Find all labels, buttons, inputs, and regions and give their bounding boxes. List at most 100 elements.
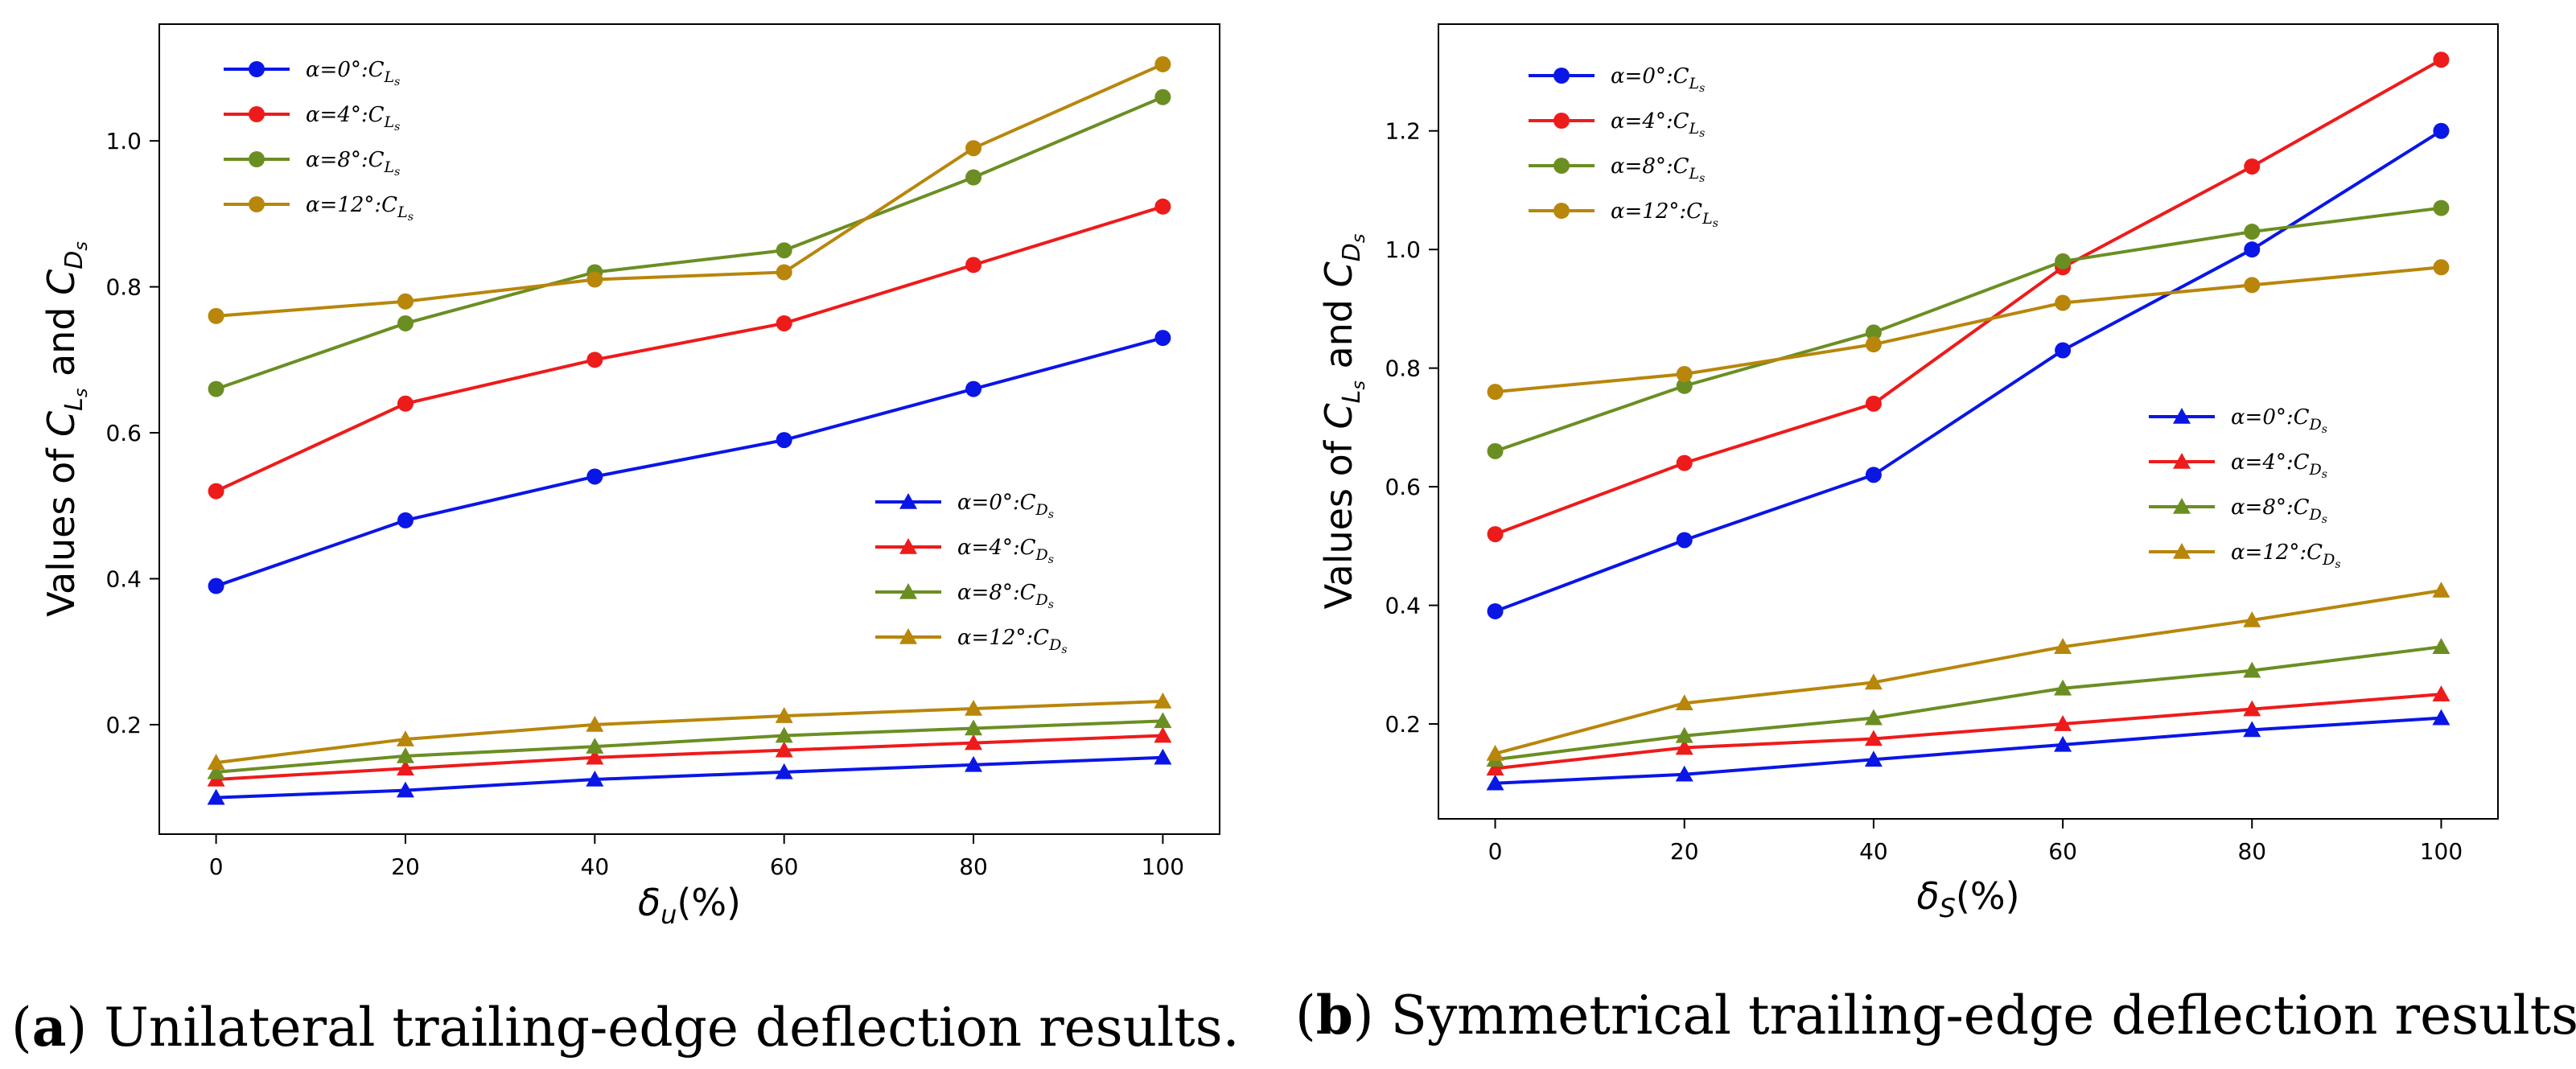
data-point [396, 746, 414, 763]
legend-label: α=8°:CLs [306, 148, 400, 179]
data-point [775, 726, 793, 743]
data-point [586, 715, 604, 732]
data-point [586, 468, 603, 485]
legend-label: α=12°:CLs [1611, 199, 1718, 230]
x-tick-label: 60 [770, 853, 799, 880]
data-point [2432, 582, 2450, 598]
x-tick-label: 0 [209, 853, 224, 880]
series-line [215, 336, 1163, 588]
series-cd-6 [1486, 638, 2450, 767]
data-point [1676, 454, 1693, 471]
data-point [208, 380, 224, 397]
series-line [216, 719, 1163, 774]
data-point [776, 264, 792, 281]
data-point [396, 730, 414, 746]
data-point [2054, 679, 2072, 696]
legend-entry: α=0°:CDs [875, 491, 1054, 521]
data-point [1154, 726, 1172, 743]
x-tick-label: 20 [391, 853, 420, 880]
series-cl-1 [1487, 51, 2450, 543]
series-line [216, 734, 1163, 781]
legend-entry: α=0°:CLs [1529, 64, 1705, 95]
data-point [1486, 744, 1504, 761]
legend-marker [899, 583, 917, 599]
data-point [2054, 735, 2072, 752]
data-point [1487, 384, 1504, 401]
plot-frame [158, 23, 1220, 835]
data-point [965, 719, 983, 736]
x-tick-label: 60 [2048, 838, 2077, 865]
data-point [2055, 342, 2072, 359]
legend-marker [1553, 68, 1570, 84]
series-line [216, 755, 1163, 800]
data-point [1864, 730, 1883, 746]
data-point [1864, 750, 1883, 767]
data-point [2433, 259, 2450, 276]
data-point [776, 242, 792, 259]
legend-marker [899, 538, 917, 554]
x-tick-label: 100 [1142, 853, 1184, 880]
data-point [397, 315, 414, 331]
legend-entry: α=8°:CDs [875, 581, 1054, 611]
y-tick-label: 1.0 [1385, 236, 1421, 263]
legend-label: α=12°:CDs [957, 626, 1068, 656]
legend-entry: α=0°:CDs [2149, 405, 2327, 436]
data-point [586, 271, 603, 288]
legend-entry: α=12°:CLs [1529, 199, 1718, 230]
plot-frame [1438, 23, 2499, 820]
legend-entry: α=12°:CDs [2149, 541, 2341, 571]
data-point [965, 755, 983, 772]
data-point [1487, 442, 1504, 459]
x-axis-label: δS(%) [1916, 874, 2019, 923]
y-axis-label: Values of CLs and CDs [39, 241, 92, 617]
data-point [2432, 638, 2450, 654]
legend-label: α=8°:CDs [957, 581, 1054, 611]
legend-entry: α=4°:CLs [1529, 109, 1705, 140]
data-point [2433, 199, 2450, 216]
data-point [1675, 765, 1693, 782]
data-point [965, 380, 982, 397]
series-cd-5 [1486, 685, 2450, 776]
legend-entry: α=12°:CLs [224, 193, 414, 224]
legend-entry: α=8°:CLs [224, 148, 400, 179]
legend-label: α=12°:CDs [2231, 541, 2341, 571]
data-point [1486, 774, 1504, 791]
legend-label: α=8°:CLs [1611, 154, 1705, 185]
data-point [776, 315, 792, 331]
x-axis-label: δu(%) [638, 881, 741, 930]
data-point [586, 770, 604, 787]
data-point [1865, 336, 1882, 353]
legend-marker [2173, 543, 2191, 559]
series-line [216, 699, 1163, 765]
legend-label: α=4°:CDs [2231, 450, 2327, 481]
data-point [1154, 692, 1172, 709]
data-point [2243, 661, 2261, 678]
data-point [775, 741, 793, 758]
data-point [1676, 377, 1693, 394]
legend-marker [1553, 158, 1570, 174]
data-point [208, 578, 224, 594]
data-point [1154, 88, 1171, 105]
data-point [208, 307, 224, 324]
series-cl-1 [208, 198, 1171, 500]
legend-marker [1553, 113, 1570, 129]
series-line [1494, 58, 2442, 536]
data-point [2433, 122, 2450, 139]
data-point [2243, 721, 2261, 738]
legend-cd: α=0°:CDs α=4°:CDs α=8°:CDs α=12°:CDs [2149, 405, 2341, 571]
data-point [2244, 277, 2261, 294]
data-point [2054, 638, 2072, 654]
legend-label: α=0°:CDs [2231, 405, 2327, 436]
series-line [216, 63, 1164, 318]
y-axis-label: Values of CLs and CDs [1317, 234, 1369, 610]
y-tick-label: 0.2 [1385, 711, 1421, 738]
legend-label: α=0°:CLs [306, 58, 400, 88]
data-point [2055, 294, 2072, 311]
data-point [2432, 685, 2450, 701]
legend-label: α=4°:CLs [306, 103, 400, 134]
x-tick-label: 0 [1488, 838, 1503, 865]
data-point [207, 788, 225, 805]
panel-caption: (a) Unilateral trailing-edge deflection … [11, 996, 1240, 1059]
series-cl-3 [208, 56, 1171, 324]
data-point [207, 754, 225, 770]
